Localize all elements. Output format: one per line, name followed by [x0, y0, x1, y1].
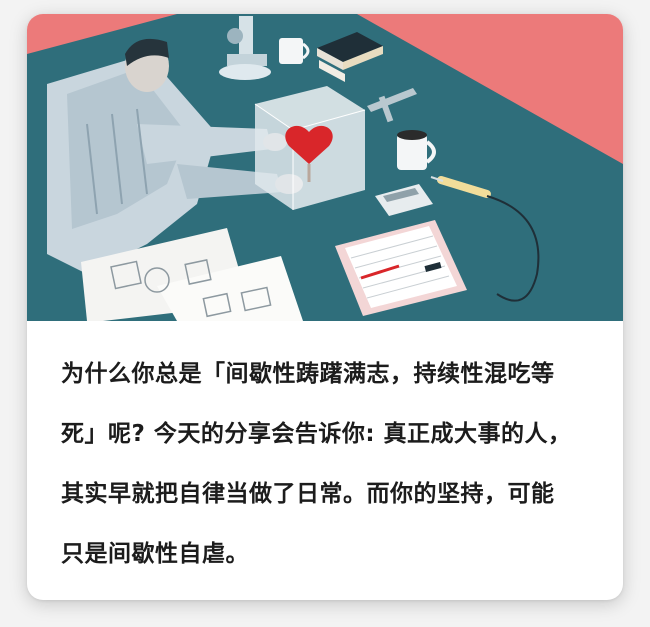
caption-line-1: 为什么你总是「间歇性踌躇满志，持续性混吃等: [61, 361, 555, 387]
caption-line-4: 只是间歇性自虐。: [61, 541, 249, 567]
book-stack: [317, 32, 383, 82]
scientist-heart-illustration: [27, 14, 623, 321]
caption-line-2: 死」呢? 今天的分享会告诉你: 真正成大事的人，: [61, 421, 572, 447]
blueprint-sheets: [81, 228, 303, 321]
heart-icon: [285, 125, 333, 182]
small-mug: [279, 38, 310, 64]
microscope: [219, 16, 271, 80]
caption-line-3: 其实早就把自律当做了日常。而你的坚持，可能: [61, 481, 555, 507]
calculator: [375, 184, 433, 216]
coffee-mug: [397, 130, 436, 170]
caliper-tool: [367, 88, 417, 123]
article-caption: 为什么你总是「间歇性踌躇满志，持续性混吃等 死」呢? 今天的分享会告诉你: 真正…: [61, 344, 601, 584]
clipboard: [335, 220, 467, 316]
article-card: 为什么你总是「间歇性踌躇满志，持续性混吃等 死」呢? 今天的分享会告诉你: 真正…: [27, 14, 623, 600]
syringe-tool: [430, 176, 540, 302]
